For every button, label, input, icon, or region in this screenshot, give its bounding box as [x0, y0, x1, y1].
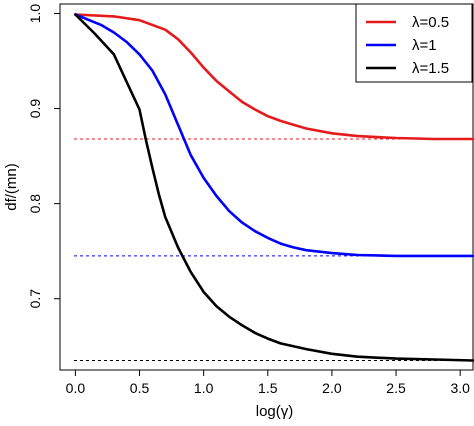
series-line-3 — [74, 13, 474, 362]
x-tick-label: 2.0 — [322, 380, 342, 396]
plot-frame — [59, 3, 474, 371]
x-axis-title: log(γ) — [256, 403, 294, 420]
x-tick-label: 2.5 — [386, 380, 406, 396]
x-tick-label: 0.0 — [66, 380, 86, 396]
legend-label-2: λ=1 — [412, 37, 437, 54]
x-tick-label: 3.0 — [450, 380, 470, 396]
x-axis: 0.0 0.5 1.0 1.5 2.0 2.5 3.0 — [66, 370, 470, 396]
y-tick-label: 0.8 — [27, 194, 43, 214]
y-tick-label: 0.7 — [27, 289, 43, 309]
legend-label-1: λ=0.5 — [412, 14, 449, 31]
x-tick-label: 0.5 — [130, 380, 150, 396]
series-line-2 — [74, 13, 474, 258]
plot-layer — [59, 3, 474, 371]
legend: λ=0.5 λ=1 λ=1.5 — [355, 3, 473, 83]
series-line-1 — [74, 13, 474, 141]
y-tick-label: 0.9 — [27, 99, 43, 119]
y-tick-label: 1.0 — [27, 4, 43, 24]
legend-label-3: λ=1.5 — [412, 60, 449, 77]
y-axis-title: df/(mn) — [3, 163, 20, 211]
x-tick-label: 1.0 — [194, 380, 214, 396]
y-axis: 0.7 0.8 0.9 1.0 — [27, 4, 60, 309]
x-tick-label: 1.5 — [258, 380, 278, 396]
